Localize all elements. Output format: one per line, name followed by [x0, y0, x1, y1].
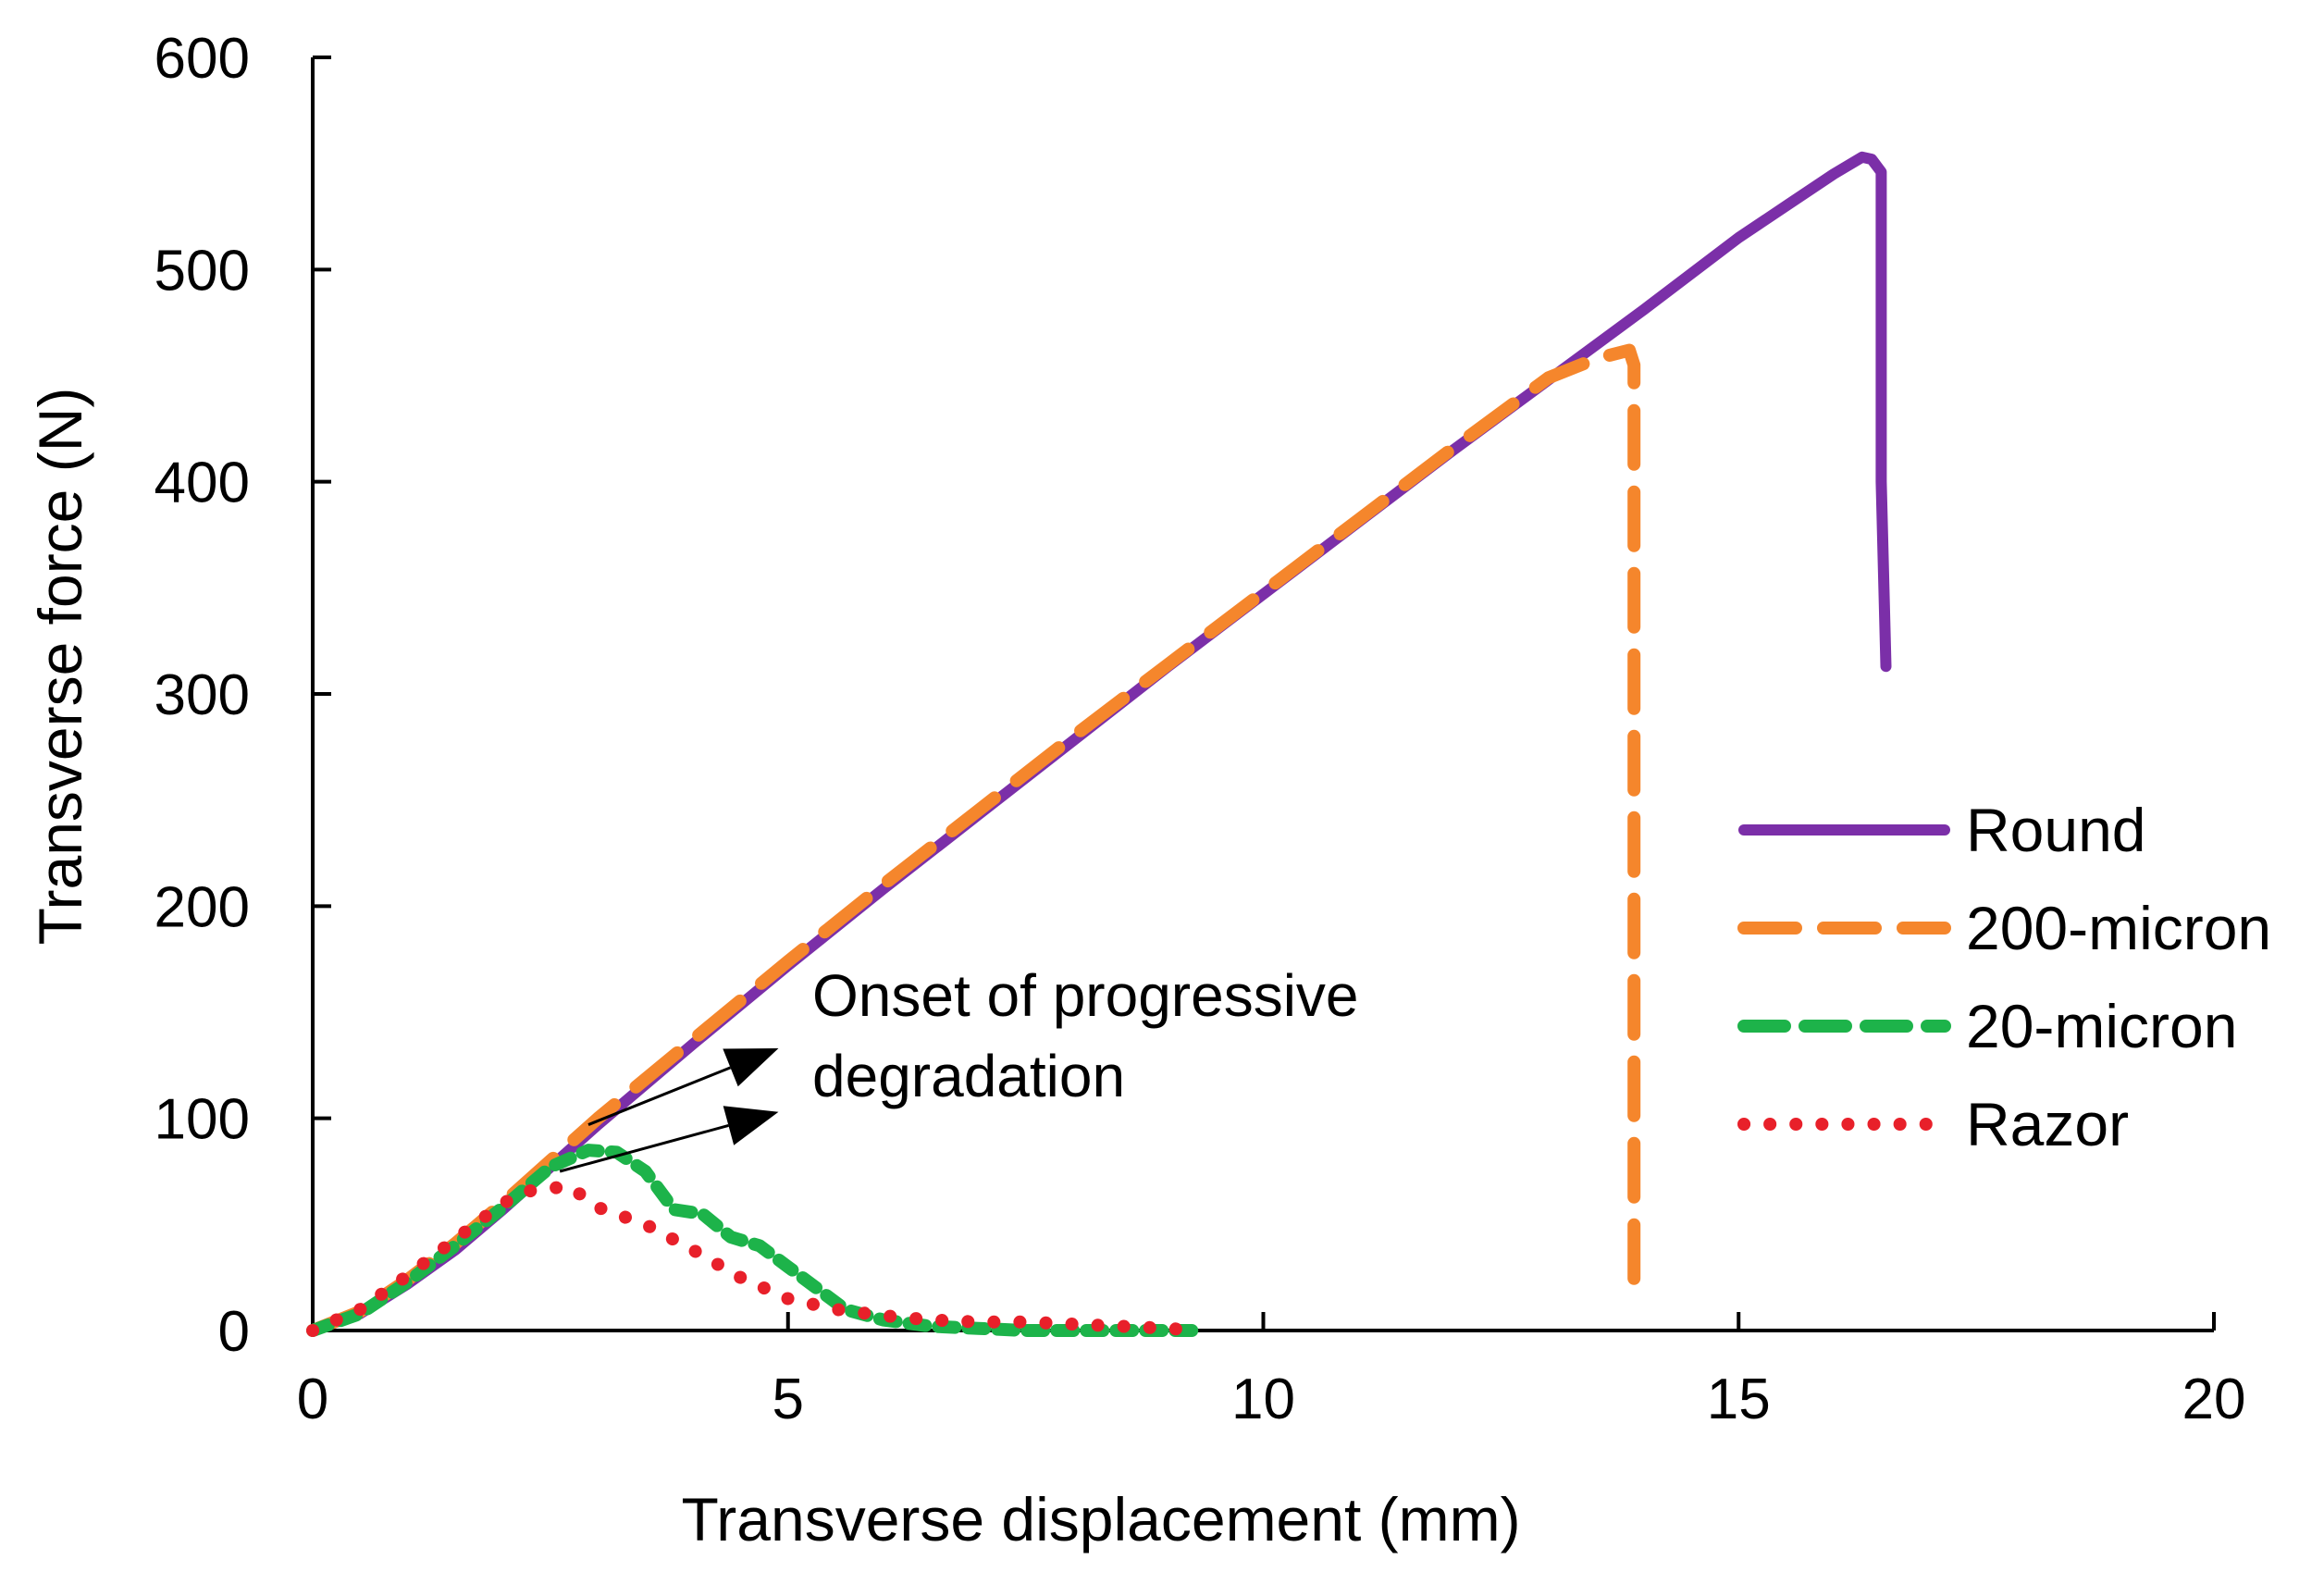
legend-label: 200-micron: [1966, 894, 2271, 962]
annotation-arrow-line: [587, 1066, 732, 1126]
annotation-text-line: Onset of progressive: [812, 962, 1359, 1029]
x-tick-label: 15: [1707, 1368, 1771, 1431]
legend-label: Razor: [1966, 1090, 2129, 1158]
y-ticks: 0 100 200 300 400 500 600: [155, 27, 331, 1364]
legend: Round 200-micron 20-micron Razor: [1737, 796, 2271, 1158]
annotation-arrowhead: [723, 1106, 779, 1145]
annotation-arrowhead: [723, 1047, 779, 1087]
y-tick-label: 200: [155, 875, 250, 939]
x-axis-title: Transverse displacement (mm): [681, 1485, 1520, 1553]
series-line-20-micron: [306, 1144, 1204, 1337]
legend-label: Round: [1966, 796, 2146, 864]
plot-area: [306, 151, 1892, 1337]
series-line-200-micron: [306, 343, 1641, 1337]
annotation-text-line: degradation: [812, 1043, 1125, 1109]
y-axis-title: Transverse force (N): [26, 388, 94, 946]
annotation: Onset of progressive degradation: [559, 962, 1359, 1173]
annotation-arrow-line: [559, 1124, 729, 1173]
y-tick-label: 0: [218, 1300, 250, 1364]
y-tick-label: 400: [155, 452, 250, 515]
legend-label: 20-micron: [1966, 992, 2237, 1060]
series-line-razor: [306, 1180, 1204, 1337]
x-tick-label: 5: [773, 1368, 804, 1431]
y-tick-label: 600: [155, 27, 250, 91]
y-tick-label: 300: [155, 663, 250, 727]
x-tick-label: 10: [1231, 1368, 1295, 1431]
x-tick-label: 20: [2182, 1368, 2246, 1431]
x-tick-label: 0: [297, 1368, 328, 1431]
y-tick-label: 100: [155, 1088, 250, 1152]
y-tick-label: 500: [155, 239, 250, 303]
x-ticks: 0 5 10 15 20: [297, 1312, 2246, 1431]
axes: 0 100 200 300 400 500 600 0 5 10 15 20: [155, 27, 2246, 1431]
